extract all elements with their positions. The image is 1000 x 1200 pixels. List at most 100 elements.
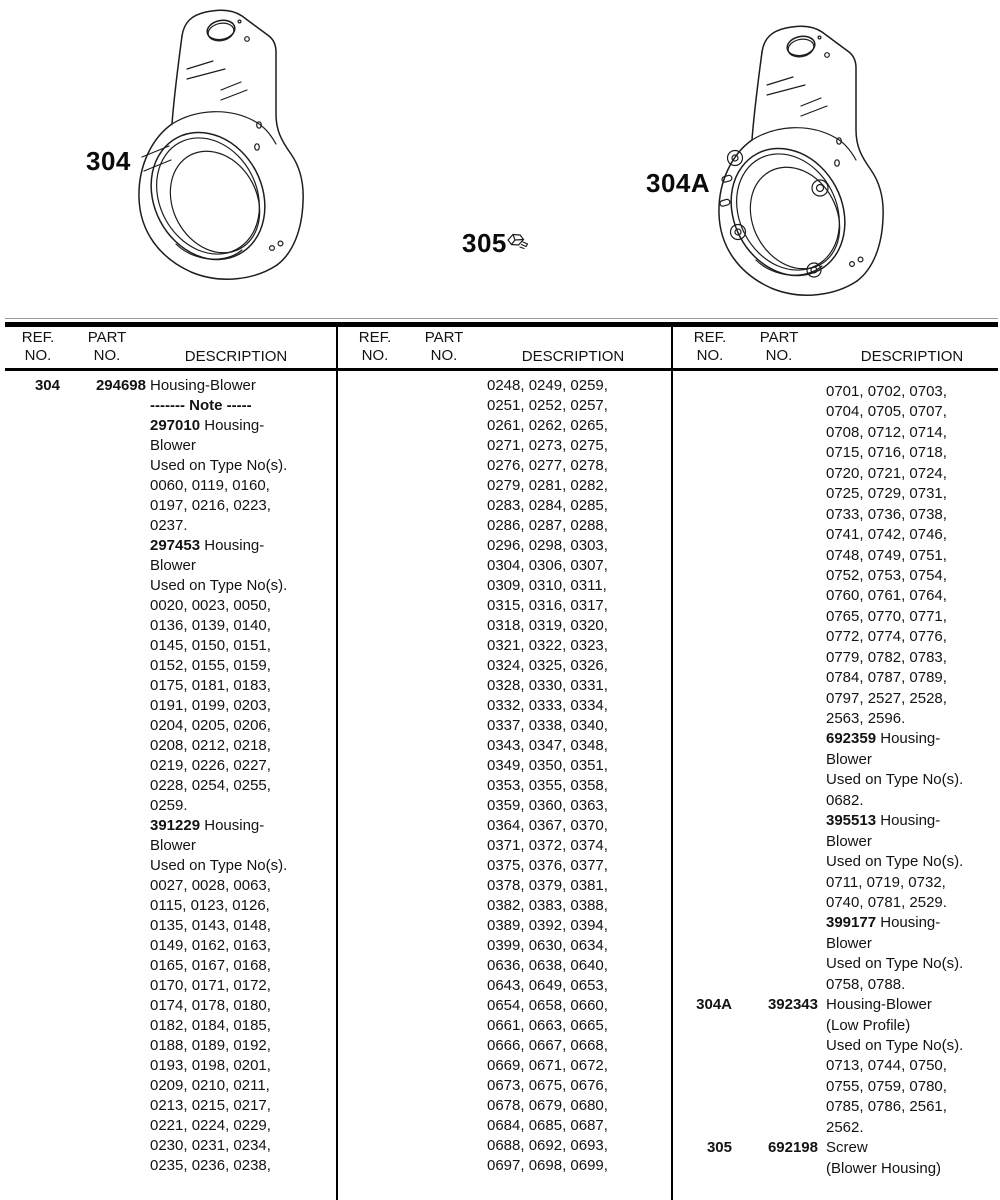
table-row: 0286, 0287, 0288, <box>337 516 672 536</box>
table-row: 0720, 0721, 0724, <box>672 464 1000 484</box>
table-row: 0248, 0249, 0259, <box>337 376 672 396</box>
description-cell: 0382, 0383, 0388, <box>487 897 608 914</box>
header-ref-no: REF. NO. <box>693 329 727 364</box>
table-row: 0204, 0205, 0206, <box>0 716 337 736</box>
description-cell: 0135, 0143, 0148, <box>150 917 271 934</box>
ref-no-cell: 305 <box>706 1139 732 1157</box>
table-row: 0697, 0698, 0699, <box>337 1156 672 1176</box>
table-row: 0784, 0787, 0789, <box>672 668 1000 688</box>
description-cell: 0193, 0198, 0201, <box>150 1057 271 1074</box>
table-row: 0296, 0298, 0303, <box>337 536 672 556</box>
description-cell: 0669, 0671, 0672, <box>487 1057 608 1074</box>
description-cell: (Low Profile) <box>826 1016 911 1034</box>
description-cell: Blower <box>826 832 872 850</box>
table-row: ------- Note ----- <box>0 396 337 416</box>
description-cell: 0191, 0199, 0203, <box>150 697 271 714</box>
description-cell: 0359, 0360, 0363, <box>487 797 608 814</box>
description-cell: 0741, 0742, 0746, <box>826 526 947 544</box>
table-row: 0191, 0199, 0203, <box>0 696 337 716</box>
table-row: 0027, 0028, 0063, <box>0 876 337 896</box>
description-cell: 0213, 0215, 0217, <box>150 1097 271 1114</box>
description-cell: 0715, 0716, 0718, <box>826 444 947 462</box>
description-cell: 0661, 0663, 0665, <box>487 1017 608 1034</box>
column-divider <box>671 322 673 1200</box>
table-row: 0661, 0663, 0665, <box>337 1016 672 1036</box>
table-row: 0315, 0316, 0317, <box>337 596 672 616</box>
table-row: 0135, 0143, 0148, <box>0 916 337 936</box>
description-cell: Blower <box>150 837 196 854</box>
description-cell: 0020, 0023, 0050, <box>150 597 271 614</box>
table-row: 391229 Housing- <box>0 816 337 836</box>
table-row: 0708, 0712, 0714, <box>672 423 1000 443</box>
table-row: 0136, 0139, 0140, <box>0 616 337 636</box>
description-cell: 0149, 0162, 0163, <box>150 937 271 954</box>
table-rows: 304 294698 Housing-Blower ------- Note ----… <box>0 376 337 1176</box>
description-cell: 297010 Housing- <box>150 417 265 434</box>
table-top-thin-rule <box>5 318 998 319</box>
description-cell: 0309, 0310, 0311, <box>487 577 607 594</box>
description-cell: 0228, 0254, 0255, <box>150 777 271 794</box>
table-row: 0208, 0212, 0218, <box>0 736 337 756</box>
table-row: 0321, 0322, 0323, <box>337 636 672 656</box>
description-cell: Blower <box>150 557 196 574</box>
table-rows: 0248, 0249, 0259, 0251, 0252, 0257, 0261, … <box>337 376 672 1176</box>
table-row: 0704, 0705, 0707, <box>672 402 1000 422</box>
table-row: 0271, 0273, 0275, <box>337 436 672 456</box>
table-row: (Low Profile) <box>672 1016 1000 1036</box>
description-cell: 0286, 0287, 0288, <box>487 517 608 534</box>
description-cell: 0682. <box>826 791 864 809</box>
table-row: 0283, 0284, 0285, <box>337 496 672 516</box>
description-cell: Used on Type No(s). <box>150 577 288 594</box>
table-row: 0785, 0786, 2561, <box>672 1097 1000 1117</box>
table-row: 0251, 0252, 0257, <box>337 396 672 416</box>
table-row: 0643, 0649, 0653, <box>337 976 672 996</box>
table-row: 0378, 0379, 0381, <box>337 876 672 896</box>
description-cell: 0643, 0649, 0653, <box>487 977 608 994</box>
header-description: DESCRIPTION <box>860 348 964 365</box>
description-cell: Used on Type No(s). <box>150 457 288 474</box>
description-cell: 0175, 0181, 0183, <box>150 677 271 694</box>
table-row: 0389, 0392, 0394, <box>337 916 672 936</box>
description-cell: 0678, 0679, 0680, <box>487 1097 608 1114</box>
table-row: 0174, 0178, 0180, <box>0 996 337 1016</box>
description-cell: 0343, 0347, 0348, <box>487 737 608 754</box>
description-cell: 0060, 0119, 0160, <box>150 477 270 494</box>
table-row: Used on Type No(s). <box>0 456 337 476</box>
table-row: Blower <box>0 836 337 856</box>
table-row: 0666, 0667, 0668, <box>337 1036 672 1056</box>
table-row: Blower <box>672 934 1000 954</box>
description-cell: 0271, 0273, 0275, <box>487 437 608 454</box>
table-row: 0349, 0350, 0351, <box>337 756 672 776</box>
description-cell: Blower <box>150 437 196 454</box>
table-row: 304 294698 Housing-Blower <box>0 376 337 396</box>
column-divider <box>336 322 338 1200</box>
table-row: 0175, 0181, 0183, <box>0 676 337 696</box>
header-part-no: PART NO. <box>87 329 127 364</box>
table-row: 0797, 2527, 2528, <box>672 689 1000 709</box>
table-row: 0760, 0761, 0764, <box>672 586 1000 606</box>
table-row: 2562. <box>672 1118 1000 1138</box>
description-cell: Screw <box>826 1139 868 1157</box>
description-cell: 0251, 0252, 0257, <box>487 397 608 414</box>
table-row: 0304, 0306, 0307, <box>337 556 672 576</box>
table-row: 0375, 0376, 0377, <box>337 856 672 876</box>
table-top-rule <box>5 322 998 327</box>
table-row: 297010 Housing- <box>0 416 337 436</box>
table-row: 0364, 0367, 0370, <box>337 816 672 836</box>
description-cell: 0115, 0123, 0126, <box>150 897 270 914</box>
description-cell: 0740, 0781, 2529. <box>826 893 947 911</box>
description-cell: 0701, 0702, 0703, <box>826 383 947 400</box>
table-row: 0755, 0759, 0780, <box>672 1077 1000 1097</box>
table-row: Used on Type No(s). <box>0 856 337 876</box>
description-cell: 0219, 0226, 0227, <box>150 757 271 774</box>
table-row: 0713, 0744, 0750, <box>672 1056 1000 1076</box>
description-cell: 0760, 0761, 0764, <box>826 587 947 605</box>
description-cell: 0797, 2527, 2528, <box>826 689 947 707</box>
description-cell: 0209, 0210, 0211, <box>150 1077 270 1094</box>
description-cell: 0389, 0392, 0394, <box>487 917 608 934</box>
description-cell: 399177 Housing- <box>826 914 941 932</box>
description-cell: 0283, 0284, 0285, <box>487 497 608 514</box>
table-row: 0170, 0171, 0172, <box>0 976 337 996</box>
description-cell: 0713, 0744, 0750, <box>826 1057 947 1075</box>
table-row: 0219, 0226, 0227, <box>0 756 337 776</box>
